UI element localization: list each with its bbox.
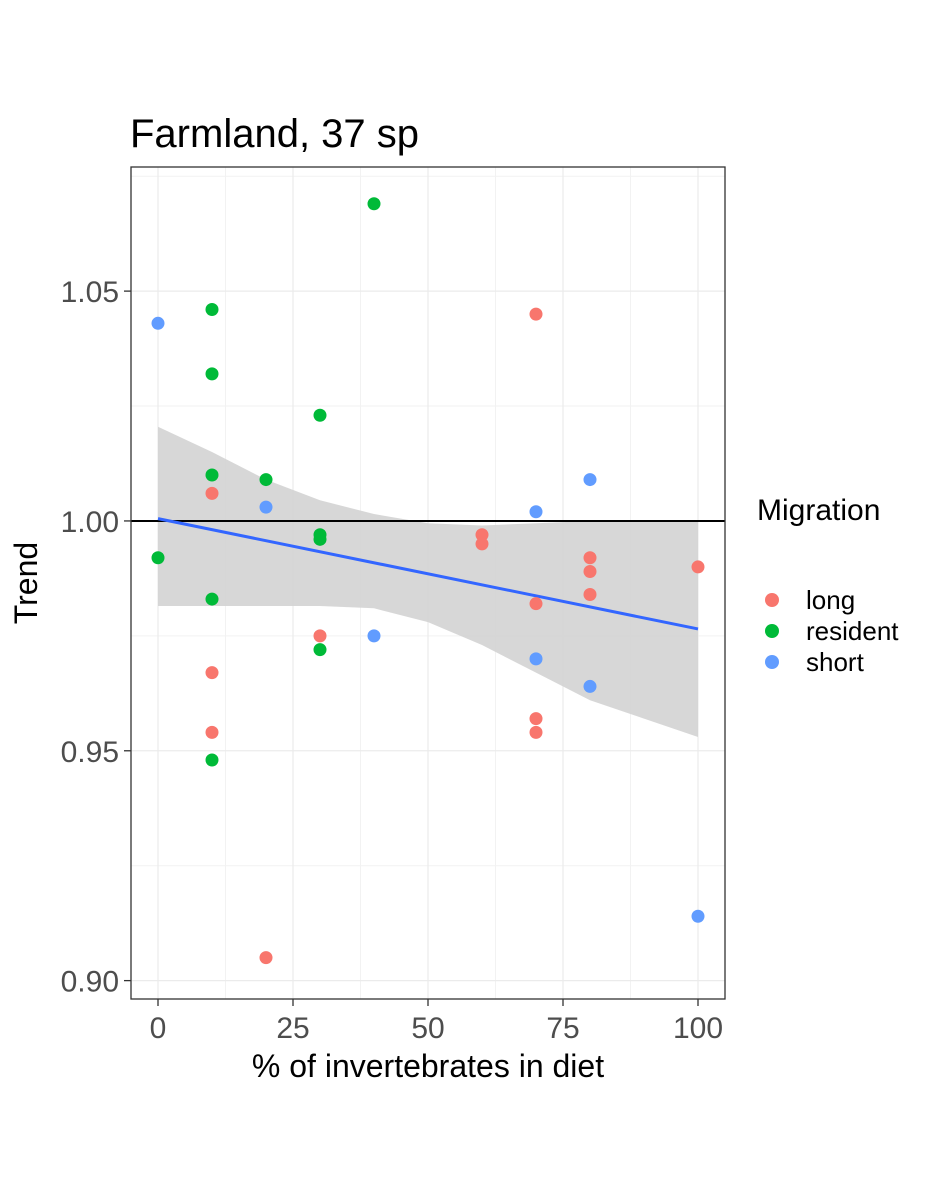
fit-line <box>157 517 699 631</box>
data-point-short <box>529 652 543 666</box>
data-point-long <box>529 597 543 611</box>
data-point-short <box>583 473 597 487</box>
data-point-resident <box>151 551 165 565</box>
x-tick-label: 50 <box>411 1012 444 1045</box>
data-point-long <box>205 725 219 739</box>
confidence-band <box>158 426 698 737</box>
data-point-long <box>691 560 705 574</box>
x-tick-label: 100 <box>673 1012 723 1045</box>
data-point-resident <box>205 302 219 316</box>
data-point-resident <box>313 532 327 546</box>
y-tick-label: 1.05 <box>61 276 119 309</box>
legend-key-long <box>765 593 779 607</box>
legend-label-long: long <box>806 585 855 615</box>
data-point-resident <box>259 473 273 487</box>
y-axis-label: Trend <box>8 542 44 624</box>
data-point-long <box>205 486 219 500</box>
data-point-short <box>529 505 543 519</box>
data-point-long <box>529 712 543 726</box>
x-tick-label: 25 <box>276 1012 309 1045</box>
data-point-long <box>583 565 597 579</box>
data-point-long <box>259 951 273 965</box>
x-tick-label: 0 <box>150 1012 167 1045</box>
fit-line-group <box>157 517 699 631</box>
data-point-resident <box>205 592 219 606</box>
data-point-resident <box>367 197 381 211</box>
legend-label-resident: resident <box>806 616 899 646</box>
data-point-resident <box>205 367 219 381</box>
data-point-short <box>691 909 705 923</box>
y-tick-label: 0.90 <box>61 966 119 999</box>
legend-label-short: short <box>806 647 865 677</box>
data-point-long <box>205 666 219 680</box>
legend-key-short <box>765 655 779 669</box>
data-point-short <box>583 679 597 693</box>
x-axis-ticks: 0 25 50 75 100 <box>150 999 723 1045</box>
legend-title: Migration <box>757 494 880 527</box>
y-tick-label: 1.00 <box>61 506 119 539</box>
data-point-long <box>529 725 543 739</box>
data-point-long <box>313 629 327 643</box>
y-axis-ticks: 0.90 0.95 1.00 1.05 <box>61 276 131 999</box>
data-points <box>151 197 705 965</box>
data-point-resident <box>313 408 327 422</box>
chart-title: Farmland, 37 sp <box>130 112 419 156</box>
confidence-band-area <box>158 426 698 737</box>
data-point-long <box>583 551 597 565</box>
data-point-long <box>475 528 489 542</box>
y-tick-label: 0.95 <box>61 736 119 769</box>
data-point-long <box>583 587 597 601</box>
legend-key-resident <box>765 624 779 638</box>
x-tick-label: 75 <box>546 1012 579 1045</box>
x-axis-label: % of invertebrates in diet <box>252 1048 604 1084</box>
data-point-long <box>475 537 489 551</box>
data-point-long <box>529 307 543 321</box>
data-point-short <box>259 500 273 514</box>
data-point-short <box>151 316 165 330</box>
data-point-resident <box>205 468 219 482</box>
data-point-resident <box>313 643 327 657</box>
data-point-resident <box>205 753 219 767</box>
data-point-short <box>367 629 381 643</box>
